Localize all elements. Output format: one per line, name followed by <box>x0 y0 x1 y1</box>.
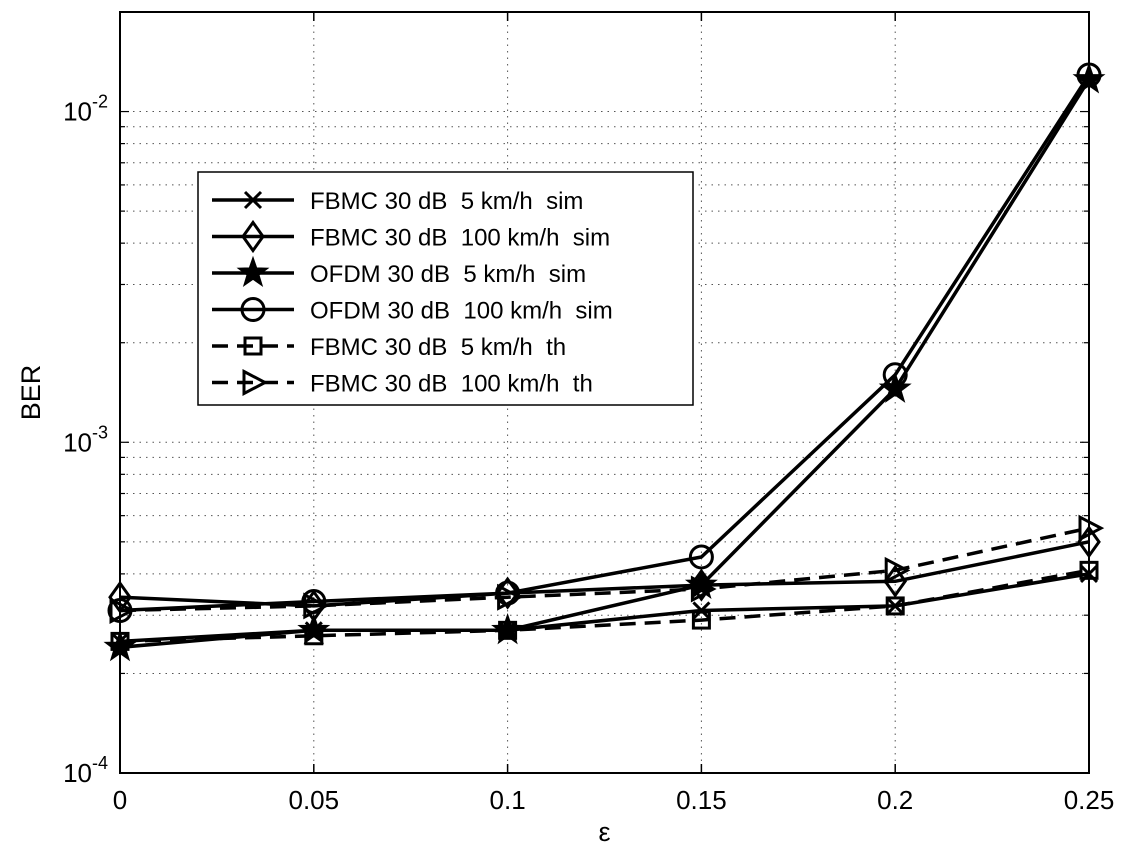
series-line <box>119 526 1090 613</box>
marker-stroke <box>692 601 711 620</box>
legend-entry: OFDM 30 dB 5 km/h sim <box>212 255 586 288</box>
data-point <box>690 575 717 603</box>
x-tick-label: 0 <box>113 785 127 815</box>
legend-label: FBMC 30 dB 5 km/h th <box>310 334 566 361</box>
series-line <box>119 78 1091 650</box>
legend-label: FBMC 30 dB 100 km/h th <box>310 371 593 398</box>
legend-label: OFDM 30 dB 5 km/h sim <box>310 261 586 288</box>
legend-entry: FBMC 30 dB 100 km/h th <box>212 369 593 398</box>
x-tick-label: 0.25 <box>1064 785 1115 815</box>
x-axis-label: ε <box>598 817 610 847</box>
legend-marker <box>241 219 265 254</box>
data-point <box>498 620 518 640</box>
y-tick-exponent: -2 <box>92 92 108 112</box>
legend-marker <box>242 369 269 396</box>
data-point <box>109 597 136 624</box>
y-tick-exponent: -4 <box>92 753 108 773</box>
data-point <box>1078 514 1105 542</box>
legend-entry: OFDM 30 dB 100 km/h sim <box>212 297 613 325</box>
series-line <box>119 74 1091 613</box>
data-point <box>883 564 908 598</box>
x-tick-label: 0.2 <box>877 785 913 815</box>
x-tick-label: 0.05 <box>288 785 339 815</box>
x-tick-label: 0.1 <box>490 785 526 815</box>
y-tick-label: 10-4 <box>63 753 108 788</box>
data-point <box>303 592 330 620</box>
legend-entry: FBMC 30 dB 100 km/h sim <box>212 219 610 254</box>
legend-label: FBMC 30 dB 5 km/h sim <box>310 188 583 215</box>
data-point <box>885 596 905 616</box>
marker-stroke <box>243 190 263 210</box>
legend-label: FBMC 30 dB 100 km/h sim <box>310 225 610 252</box>
data-point <box>882 362 908 388</box>
data-point <box>884 556 911 584</box>
legend-marker <box>240 297 266 322</box>
legend-entry: FBMC 30 dB 5 km/h th <box>212 334 566 361</box>
legend-marker <box>243 336 263 356</box>
data-point <box>304 626 324 646</box>
y-tick-base: 10 <box>63 97 92 127</box>
legend-marker <box>236 255 270 287</box>
data-point <box>688 544 714 570</box>
data-point <box>691 610 711 630</box>
y-tick-label: 10-2 <box>63 92 108 127</box>
series-group <box>103 62 1106 662</box>
legend: FBMC 30 dB 5 km/h sim FBMC 30 dB 100 km/h… <box>197 171 694 406</box>
y-tick-label: 10-3 <box>63 422 108 457</box>
legend-box <box>197 171 694 406</box>
y-axis-label: BER <box>16 365 46 421</box>
series-line <box>119 568 1090 644</box>
y-tick-exponent: -3 <box>92 422 108 442</box>
legend-marker <box>243 190 263 210</box>
data-point <box>692 601 711 620</box>
x-tick-label: 0.15 <box>676 785 727 815</box>
y-tick-base: 10 <box>63 758 92 788</box>
series-6 <box>109 514 1105 624</box>
plot-area-border <box>119 11 1090 774</box>
y-tick-base: 10 <box>63 427 92 457</box>
legend-label: OFDM 30 dB 100 km/h sim <box>310 298 613 325</box>
legend-entry: FBMC 30 dB 5 km/h sim <box>212 188 583 215</box>
data-point <box>497 583 523 611</box>
